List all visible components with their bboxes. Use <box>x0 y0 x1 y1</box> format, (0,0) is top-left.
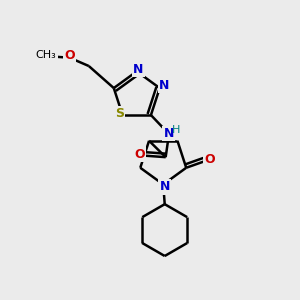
Text: O: O <box>134 148 145 161</box>
Text: N: N <box>133 62 143 76</box>
Text: N: N <box>160 180 170 193</box>
Text: N: N <box>159 79 169 92</box>
Text: O: O <box>64 49 75 62</box>
Text: CH₃: CH₃ <box>36 50 56 60</box>
Text: O: O <box>205 153 215 166</box>
Text: S: S <box>115 107 124 120</box>
Text: H: H <box>172 125 181 135</box>
Text: N: N <box>164 127 174 140</box>
